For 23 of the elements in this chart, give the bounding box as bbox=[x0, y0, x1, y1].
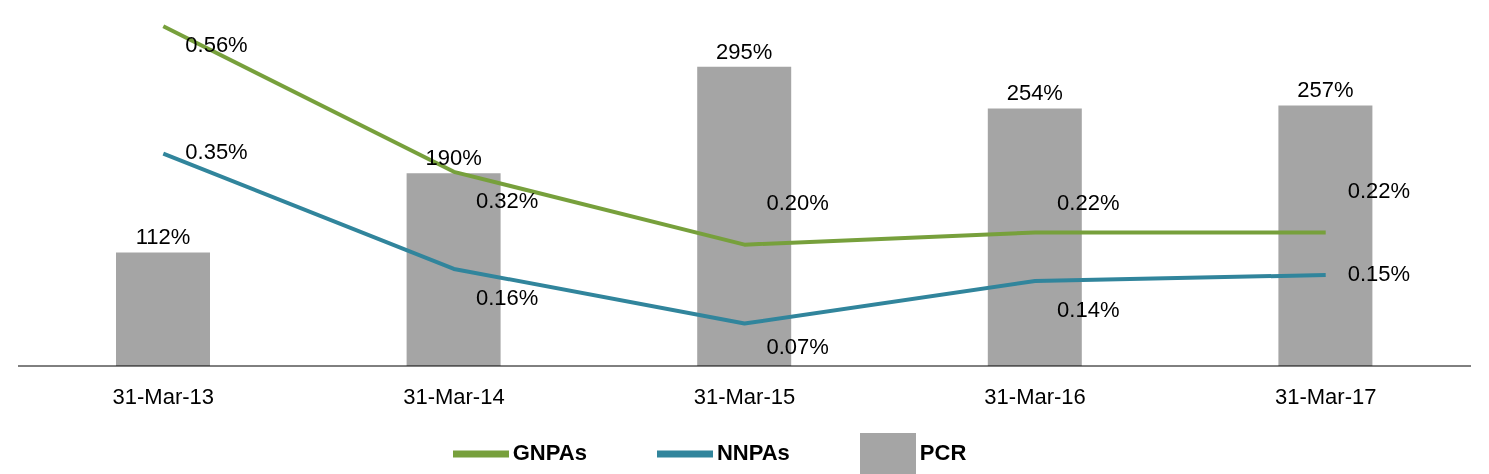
x-tick-label: 31-Mar-15 bbox=[693, 383, 796, 409]
data-label: 0.07% bbox=[766, 334, 829, 360]
bar bbox=[116, 252, 210, 366]
data-label: 295% bbox=[716, 38, 773, 64]
legend-label: GNPAs bbox=[512, 439, 587, 465]
legend-label: NNPAs bbox=[716, 439, 790, 465]
data-label: 0.20% bbox=[766, 190, 829, 216]
data-label: 0.14% bbox=[1057, 296, 1120, 322]
x-tick-label: 31-Mar-13 bbox=[112, 383, 215, 409]
data-label: 112% bbox=[135, 224, 191, 250]
data-label: 0.16% bbox=[475, 284, 539, 310]
data-label: 257% bbox=[1297, 77, 1354, 103]
data-label: 0.35% bbox=[185, 139, 248, 165]
data-label: 0.15% bbox=[1347, 260, 1411, 286]
data-label: 190% bbox=[425, 145, 482, 171]
data-label: 254% bbox=[1006, 80, 1063, 106]
data-label: 0.32% bbox=[475, 187, 539, 213]
data-label: 0.22% bbox=[1057, 190, 1120, 216]
data-label: 0.22% bbox=[1347, 178, 1411, 204]
x-tick-label: 31-Mar-16 bbox=[984, 383, 1086, 409]
x-tick-label: 31-Mar-17 bbox=[1274, 383, 1377, 409]
x-tick-label: 31-Mar-14 bbox=[403, 383, 505, 409]
legend-label: PCR bbox=[919, 439, 967, 465]
